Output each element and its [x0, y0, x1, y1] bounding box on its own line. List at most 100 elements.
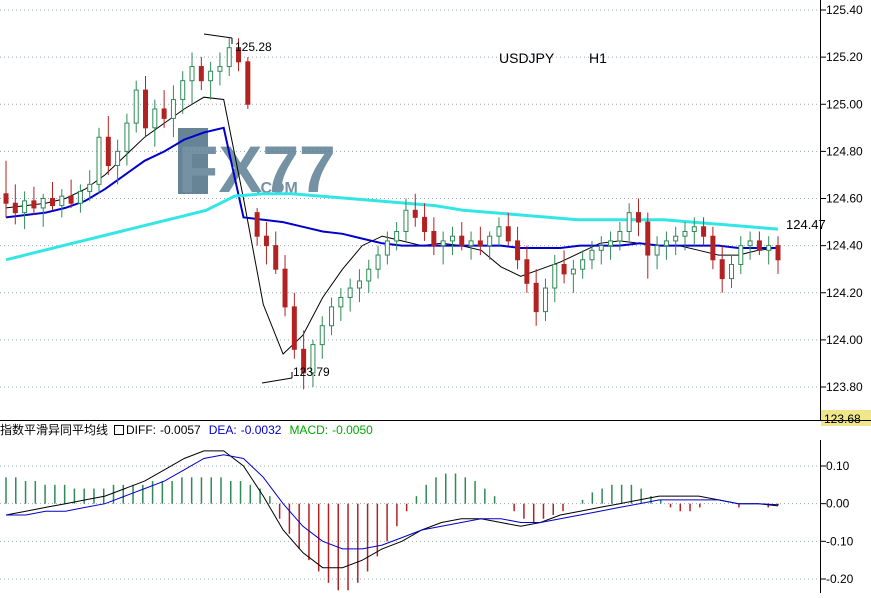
high-marker — [203, 33, 233, 39]
candle-body — [505, 226, 511, 242]
collapse-icon[interactable] — [114, 425, 125, 435]
candle-body — [431, 230, 437, 247]
candle-body — [189, 66, 195, 82]
candle-body — [728, 263, 734, 280]
candle-body — [105, 136, 111, 167]
candle-body — [496, 226, 502, 237]
candle-body — [170, 99, 176, 119]
macd-axis: -0.20 -0.10 0.00 0.10 — [820, 440, 854, 593]
macd-legend: 指数平滑异同平均线 DIFF: -0.0057 DEA: -0.0032 MACD: -0.… — [0, 421, 381, 439]
candle-body — [515, 240, 521, 261]
candle-body — [375, 254, 381, 270]
candle-body — [77, 190, 83, 204]
macd-histogram — [5, 473, 779, 591]
candle-body — [608, 240, 614, 247]
candle-body — [682, 230, 688, 237]
candle-body — [654, 245, 660, 256]
candle-body — [710, 235, 716, 261]
candle-body — [161, 108, 167, 119]
candle-body — [245, 61, 251, 105]
candle-body — [459, 235, 465, 247]
diff-value: DIFF: -0.0057 — [126, 423, 201, 437]
price-axis-bottom-badge — [821, 410, 871, 426]
dea-line — [6, 454, 779, 550]
candle-body — [208, 70, 214, 82]
candle-body — [598, 245, 604, 251]
candle-body — [50, 198, 56, 207]
chart-title: USDJPY H1 — [499, 50, 607, 66]
macd-tick-label: 0.00 — [826, 497, 850, 511]
candle-body — [87, 183, 93, 192]
candle-body — [31, 200, 37, 209]
candle-body — [747, 240, 753, 247]
candle-body — [542, 287, 548, 313]
candle-body — [338, 296, 344, 308]
price-axis: 123.80 124.00 124.20 124.40 124.60 124.80 125.… — [820, 0, 871, 426]
candle-body — [40, 198, 46, 209]
candle-body — [412, 209, 418, 218]
candle-body — [766, 245, 772, 251]
price-tick-label: 124.80 — [826, 144, 863, 158]
candle-body — [617, 230, 623, 242]
candle-body — [198, 66, 204, 82]
high-label: 125.28 — [235, 40, 272, 54]
candle-body — [254, 212, 260, 237]
candle-body — [468, 240, 474, 247]
macd-lines — [5, 450, 779, 569]
candle-body — [282, 268, 288, 308]
candle-body — [133, 89, 139, 124]
price-axis-bottom-label: 123.68 — [824, 412, 861, 426]
candle-body — [477, 240, 483, 247]
candle-body — [580, 259, 586, 270]
candle-body — [301, 348, 307, 374]
candle-body — [487, 235, 493, 247]
candle-body — [552, 263, 558, 289]
candle-body — [449, 235, 455, 242]
price-tick-label: 125.20 — [826, 50, 863, 64]
candle-body — [691, 226, 697, 232]
candle-body — [356, 280, 362, 289]
candle-body — [384, 240, 390, 256]
candle-body — [533, 282, 539, 313]
candle-body — [22, 200, 28, 214]
candle-body — [756, 240, 762, 251]
candle-body — [524, 259, 530, 284]
candle-body — [403, 209, 409, 232]
candle-body — [394, 230, 400, 242]
price-tick-label: 124.00 — [826, 333, 863, 347]
price-tick-label: 124.40 — [826, 239, 863, 253]
price-annotations: 125.28 123.79 124.47 — [203, 33, 826, 384]
candle-body — [291, 306, 297, 350]
candle-body — [124, 122, 130, 152]
macd-tick-label: 0.10 — [826, 459, 850, 473]
candle-body — [180, 80, 186, 101]
price-tick-label: 125.00 — [826, 97, 863, 111]
candle-body — [319, 325, 325, 346]
candle-body — [663, 240, 669, 247]
macd-tick-label: -0.10 — [826, 534, 854, 548]
candle-body — [626, 212, 632, 232]
candle-body — [738, 245, 744, 265]
candle-body — [115, 150, 121, 167]
macd-value: MACD: -0.0050 — [289, 423, 373, 437]
candle-body — [422, 216, 428, 232]
candle-body — [719, 259, 725, 280]
ma-line — [5, 192, 779, 262]
candle-body — [645, 221, 651, 256]
candle-body — [347, 287, 353, 298]
price-tick-label: 124.60 — [826, 192, 863, 206]
price-tick-label: 124.20 — [826, 286, 863, 300]
candle-body — [329, 306, 335, 327]
candle-body — [143, 89, 149, 129]
diff-line — [5, 450, 779, 569]
moving-average-lines — [5, 96, 779, 355]
candle-body — [12, 202, 18, 214]
candle-body — [263, 235, 269, 247]
candle-body — [673, 235, 679, 242]
candle-body — [366, 268, 372, 282]
candle-body — [701, 226, 707, 237]
ma-line — [5, 96, 779, 355]
candle-body — [152, 108, 158, 129]
logo-f-block — [178, 128, 208, 194]
